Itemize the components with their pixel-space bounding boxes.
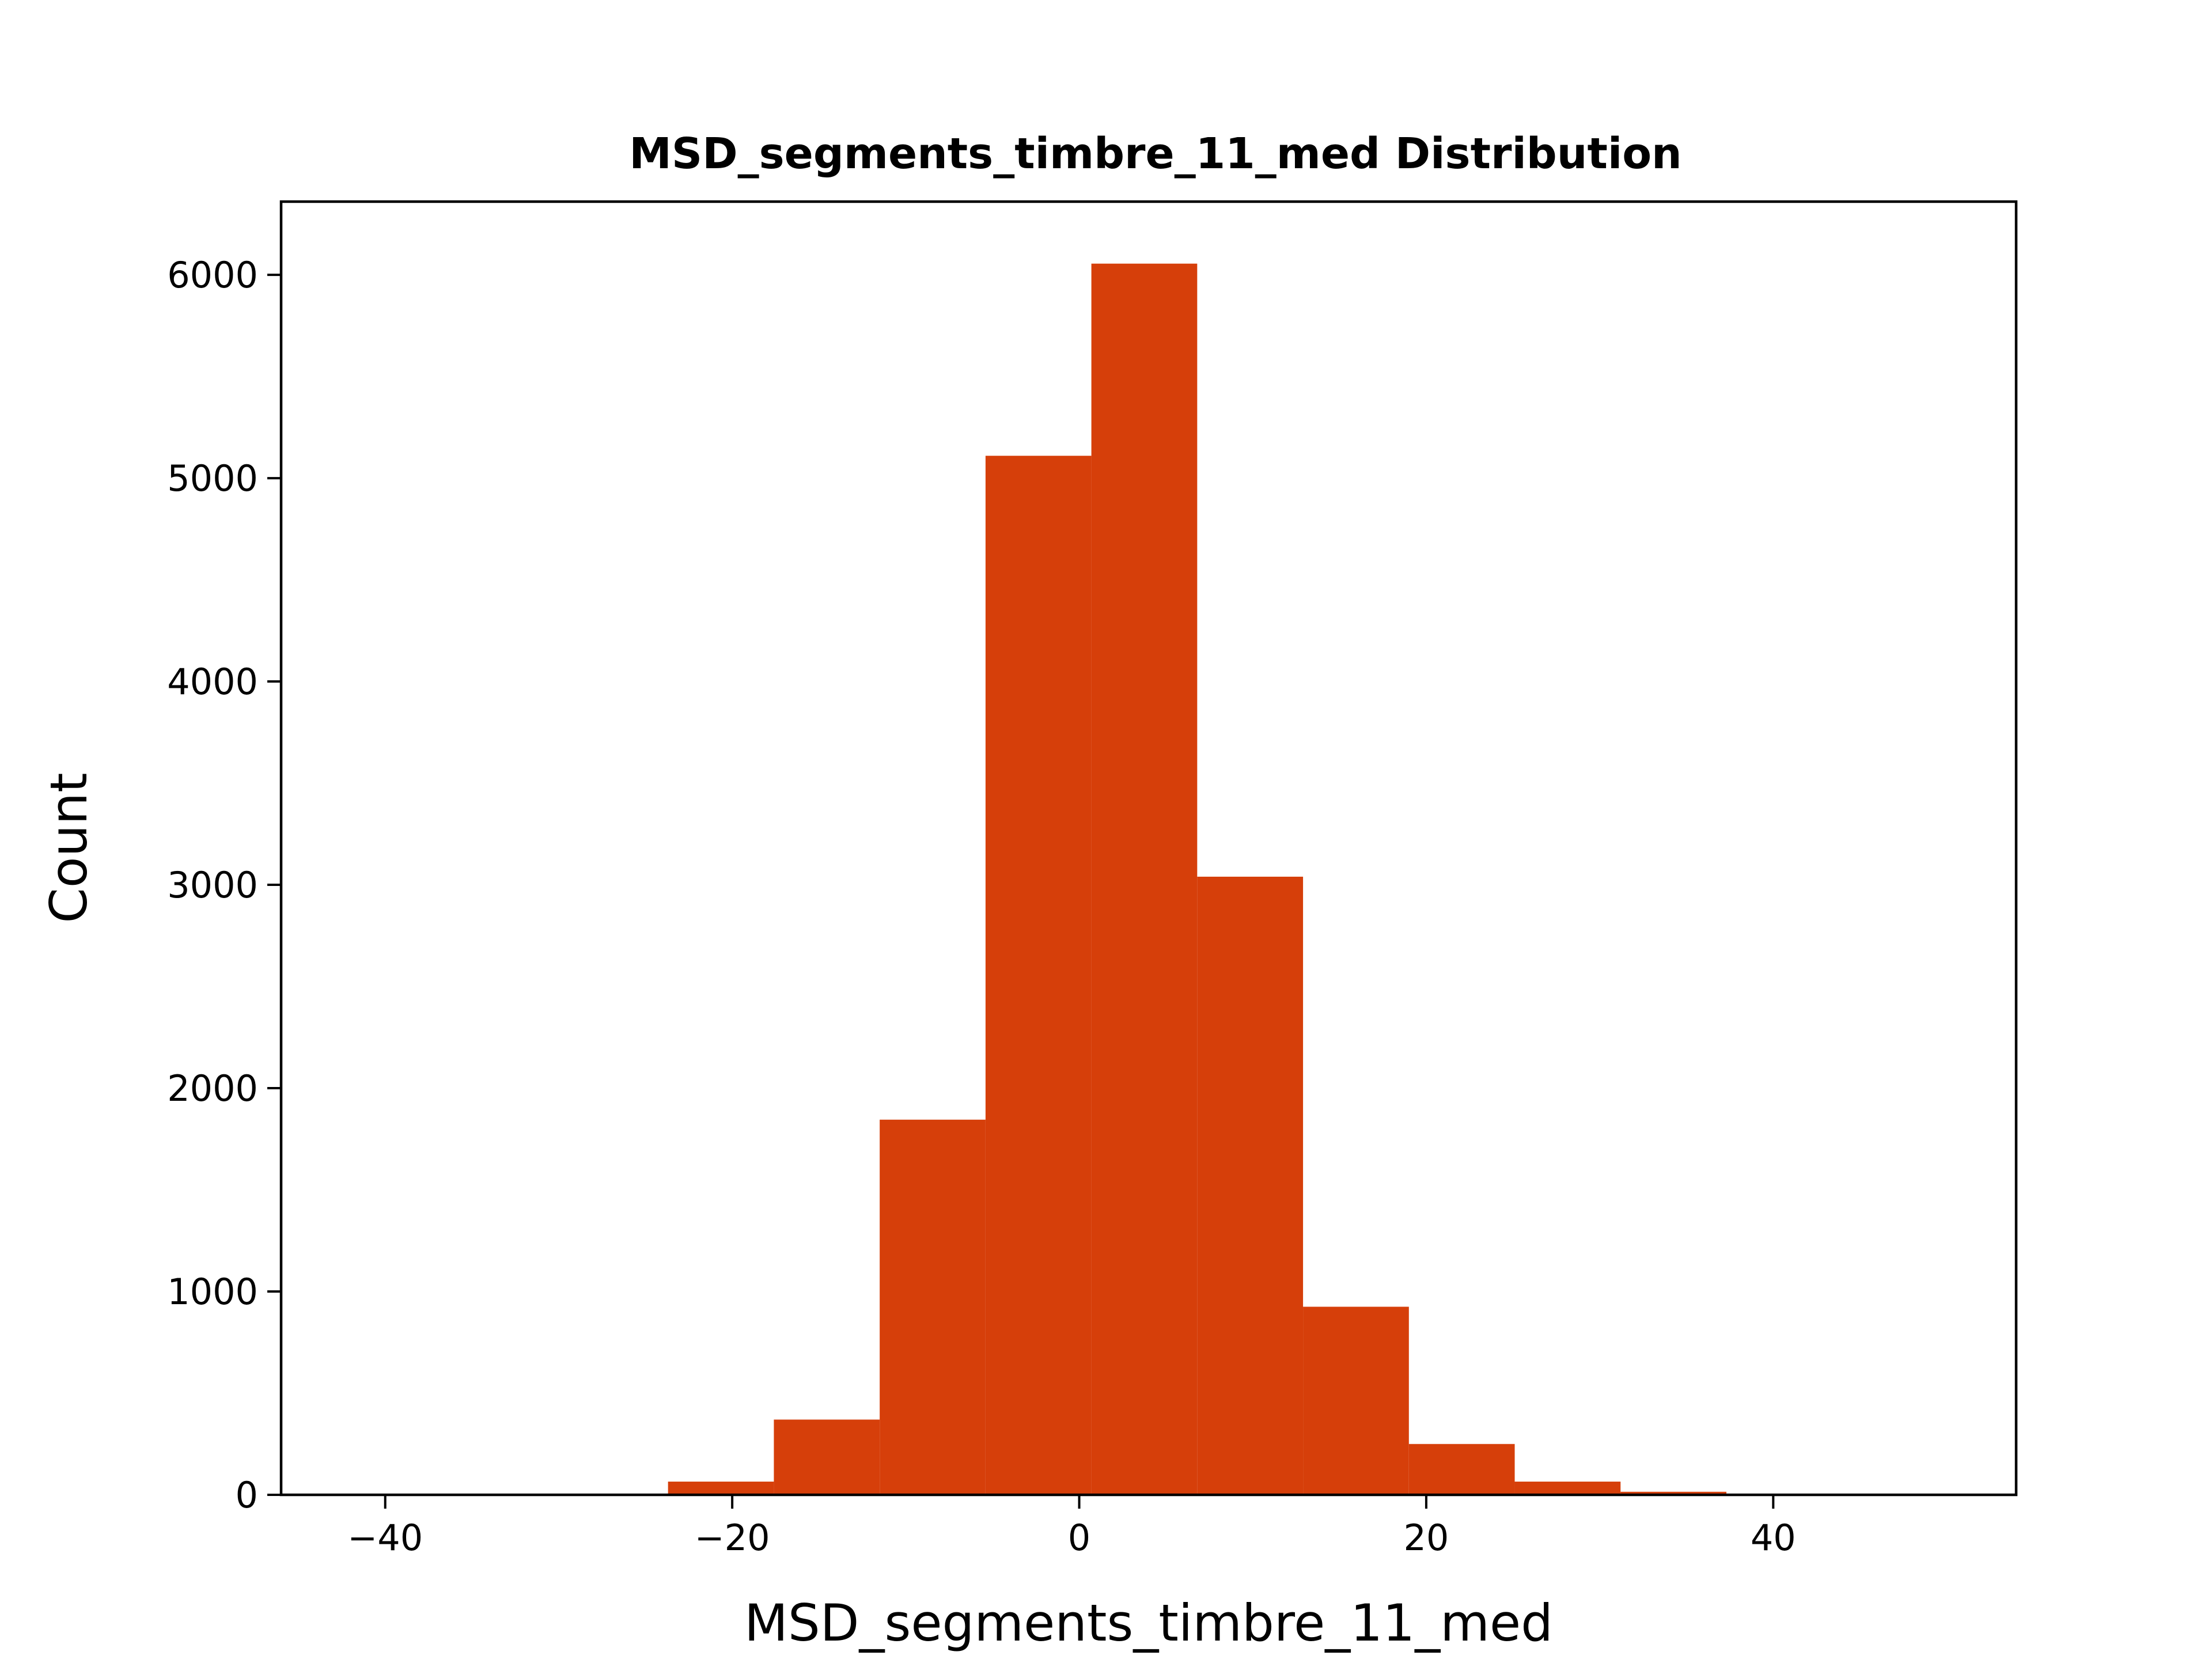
x-tick-label-4: 40 [1751,1517,1796,1559]
histogram-bar-8 [1197,876,1304,1495]
y-tick-label-2: 2000 [167,1067,258,1109]
y-tick-label-4: 4000 [167,661,258,703]
y-axis-ticks: 0 1000 2000 3000 4000 5000 6000 [167,254,281,1516]
histogram-bar-9 [1303,1306,1409,1495]
y-tick-label-6: 6000 [167,254,258,296]
x-axis-ticks: −40 −20 0 20 40 [347,1495,1796,1559]
plot-area-frame [279,200,2018,1497]
x-tick-label-1: −20 [695,1517,770,1559]
histogram-bar-4 [774,1419,880,1495]
histogram-bar-7 [1091,263,1198,1495]
y-tick-label-5: 5000 [167,457,258,499]
y-tick-label-1: 1000 [167,1271,258,1313]
y-axis-label: Count [39,772,99,923]
x-axis-label: MSD_segments_timbre_11_med [744,1593,1553,1653]
histogram-bar-3 [668,1482,774,1495]
x-tick-label-0: −40 [347,1517,423,1559]
histogram-bar-6 [985,456,1092,1495]
x-tick-label-3: 20 [1403,1517,1449,1559]
histogram-bar-12 [1620,1491,1726,1495]
histogram-bar-11 [1514,1482,1621,1495]
y-tick-label-3: 3000 [167,864,258,906]
histogram-bar-5 [880,1119,986,1495]
bars-layer [350,263,1938,1495]
chart-title: MSD_segments_timbre_11_med Distribution [629,129,1681,179]
y-tick-label-0: 0 [236,1474,258,1516]
x-tick-label-2: 0 [1068,1517,1090,1559]
histogram-bar-10 [1408,1444,1515,1495]
